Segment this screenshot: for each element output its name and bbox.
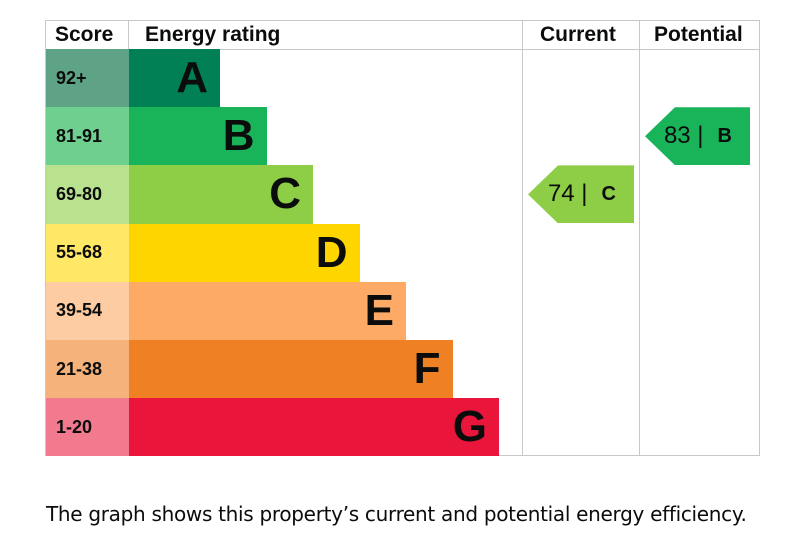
caption: The graph shows this property’s current … bbox=[46, 502, 747, 526]
divider bbox=[522, 21, 523, 455]
current-score: 74 | bbox=[547, 180, 588, 208]
score-range-e: 39-54 bbox=[46, 281, 129, 340]
potential-letter: B bbox=[717, 124, 732, 147]
divider bbox=[639, 21, 640, 455]
potential-header: Potential bbox=[654, 23, 743, 46]
potential-rating-arrow: 83 | B bbox=[645, 107, 750, 166]
score-range-a: 92+ bbox=[46, 49, 129, 108]
band-bar-f: F bbox=[129, 340, 453, 399]
band-bar-b: B bbox=[129, 107, 267, 166]
divider bbox=[128, 21, 129, 49]
band-bar-a: A bbox=[129, 49, 220, 108]
score-range-b: 81-91 bbox=[46, 107, 129, 166]
score-range-g: 1-20 bbox=[46, 398, 129, 457]
current-rating-arrow: 74 | C bbox=[528, 165, 634, 224]
current-header: Current bbox=[540, 23, 616, 46]
band-bar-e: E bbox=[129, 281, 406, 340]
score-range-c: 69-80 bbox=[46, 165, 129, 224]
band-bar-g: G bbox=[129, 398, 499, 457]
energy-rating-header: Energy rating bbox=[145, 23, 281, 46]
current-letter: C bbox=[601, 182, 616, 205]
score-range-d: 55-68 bbox=[46, 223, 129, 282]
epc-chart: Score Energy rating Current Potential 92… bbox=[45, 20, 760, 457]
band-bar-d: D bbox=[129, 223, 360, 282]
score-range-f: 21-38 bbox=[46, 340, 129, 399]
score-header: Score bbox=[55, 23, 114, 46]
potential-score: 83 | bbox=[663, 122, 704, 150]
divider bbox=[46, 49, 759, 50]
band-bar-c: C bbox=[129, 165, 313, 224]
